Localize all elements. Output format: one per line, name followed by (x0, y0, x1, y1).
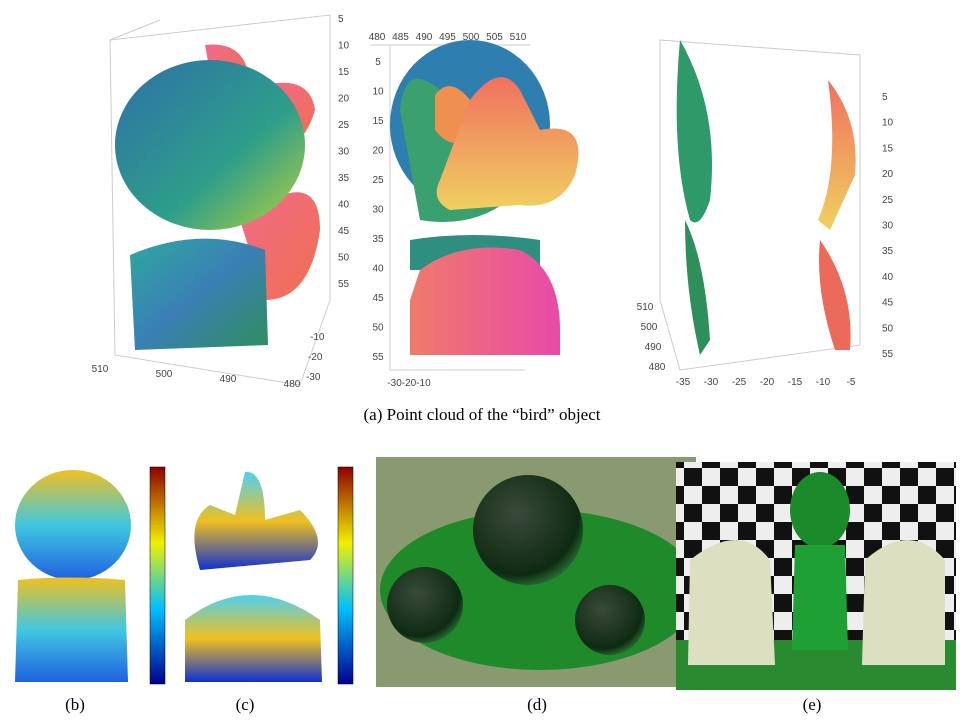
tick-label: 480 (649, 362, 666, 373)
tick-label: -15 (788, 377, 803, 388)
tick-label: 510 (92, 364, 109, 375)
caption-a: (a) Point cloud of the “bird” object (364, 405, 601, 424)
tick-label: -10 (816, 377, 831, 388)
tick-label: 15 (338, 67, 350, 78)
image-d (376, 457, 700, 687)
depth-label: -30-20-10 (387, 378, 431, 389)
tick-label: 20 (338, 94, 350, 105)
caption-c: (c) (236, 695, 255, 714)
tick-label: 510 (637, 302, 654, 313)
tick-label: 15 (372, 116, 384, 127)
tick-label: 15 (882, 143, 894, 154)
tick-label: -30 (704, 377, 719, 388)
figure-canvas: (a) Point cloud of the “bird” object (b)… (0, 0, 964, 724)
tick-label: 50 (372, 323, 384, 334)
tick-label: -20 (308, 352, 323, 363)
tick-label: 490 (220, 374, 237, 385)
caption-e: (e) (803, 695, 822, 714)
tick-label: 55 (882, 349, 894, 360)
caption-b: (b) (65, 695, 85, 714)
tick-label: 30 (882, 221, 894, 232)
tick-label: 30 (372, 205, 384, 216)
tick-label: 45 (882, 298, 894, 309)
tick-label: 480 (369, 32, 386, 43)
tick-label: -10 (310, 332, 325, 343)
tick-label: 5 (375, 57, 381, 68)
tick-label: 55 (372, 352, 384, 363)
tick-label: 40 (372, 264, 384, 275)
image-c (185, 467, 353, 684)
tick-label: 45 (338, 226, 350, 237)
tick-label: 480 (284, 379, 301, 390)
image-e (676, 462, 956, 690)
tick-label: 10 (338, 41, 350, 52)
tick-label: 20 (372, 146, 384, 157)
tick-label: -5 (847, 377, 856, 388)
image-b (8, 465, 165, 685)
tick-label: 490 (416, 32, 433, 43)
tick-label: 35 (372, 234, 384, 245)
tick-label: -20 (760, 377, 775, 388)
tick-label: 490 (645, 342, 662, 353)
plot-a1-shapes (115, 45, 320, 350)
tick-label: -35 (676, 377, 691, 388)
plot-a2-shapes (390, 40, 578, 355)
tick-label: 10 (372, 87, 384, 98)
tick-label: 5 (338, 14, 344, 25)
tick-label: 35 (338, 173, 350, 184)
tick-label: 485 (392, 32, 409, 43)
tick-label: 495 (439, 32, 456, 43)
tick-label: 25 (372, 175, 384, 186)
tick-label: -25 (732, 377, 747, 388)
tick-label: 35 (882, 246, 894, 257)
tick-label: 510 (510, 32, 527, 43)
tick-label: 505 (486, 32, 503, 43)
tick-label: 500 (641, 322, 658, 333)
tick-label: 25 (882, 195, 894, 206)
tick-label: -30 (306, 372, 321, 383)
tick-label: 50 (338, 253, 350, 264)
tick-label: 25 (338, 120, 350, 131)
tick-label: 5 (882, 92, 888, 103)
tick-label: 500 (156, 369, 173, 380)
tick-label: 40 (882, 272, 894, 283)
tick-label: 50 (882, 323, 894, 334)
caption-d: (d) (527, 695, 547, 714)
tick-label: 55 (338, 279, 350, 290)
tick-label: 20 (882, 169, 894, 180)
plot-a3-shapes (677, 40, 856, 355)
tick-label: 10 (882, 118, 894, 129)
tick-label: 500 (463, 32, 480, 43)
tick-label: 40 (338, 200, 350, 211)
figure: (a) Point cloud of the “bird” object (b)… (0, 0, 964, 724)
tick-label: 45 (372, 293, 384, 304)
tick-label: 30 (338, 147, 350, 158)
